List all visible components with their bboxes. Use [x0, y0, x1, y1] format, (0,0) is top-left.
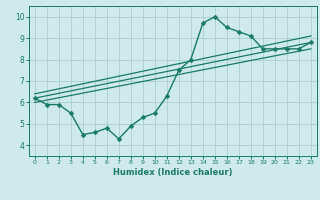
X-axis label: Humidex (Indice chaleur): Humidex (Indice chaleur) — [113, 168, 233, 177]
